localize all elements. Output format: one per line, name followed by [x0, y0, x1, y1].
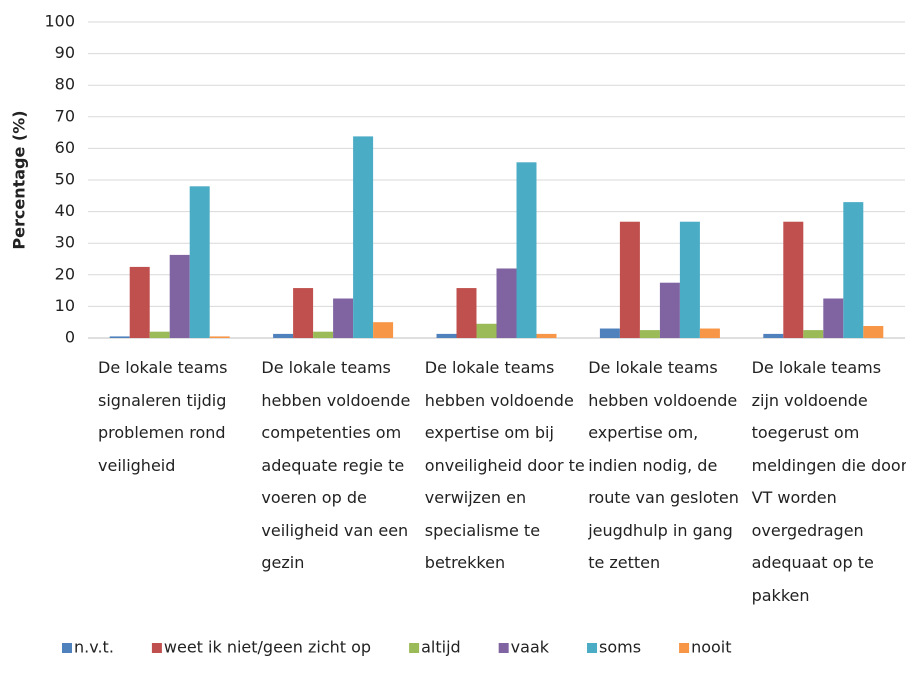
bar [189, 186, 210, 338]
x-tick-label: De lokale teams zijn voldoende toegerust… [751, 358, 906, 605]
legend-swatch [587, 643, 598, 653]
bar [536, 333, 557, 338]
bar [456, 288, 477, 338]
bar [129, 266, 150, 338]
bar [599, 328, 620, 338]
legend-label: nooit [691, 638, 731, 657]
y-tick-label: 90 [55, 43, 75, 62]
bar [679, 221, 700, 338]
x-tick-label: De lokale teams hebben voldoende experti… [588, 358, 739, 572]
legend-label: weet ik niet/geen zicht op [164, 638, 371, 657]
bar [803, 330, 824, 338]
bar [516, 162, 537, 338]
bar [313, 331, 334, 338]
bar [273, 333, 294, 338]
bar [293, 288, 314, 338]
bar [436, 333, 457, 338]
y-tick-label: 70 [55, 106, 75, 125]
bar [373, 322, 394, 338]
y-tick-label: 40 [55, 201, 75, 220]
y-tick-label: 30 [55, 233, 75, 252]
legend-swatch [151, 643, 162, 653]
legend-swatch [62, 643, 72, 653]
y-tick-label: 0 [65, 328, 75, 347]
y-tick-label: 50 [55, 170, 75, 189]
x-tick-label: De lokale teams hebben voldoende compete… [261, 358, 411, 572]
y-tick-label: 20 [55, 264, 75, 283]
bar [843, 202, 864, 338]
bar [353, 136, 374, 338]
bar [169, 254, 190, 338]
x-tick-label: De lokale teams signaleren tijdig proble… [98, 358, 228, 475]
y-tick-label: 10 [55, 296, 75, 315]
y-tick-label: 60 [55, 138, 75, 157]
legend-swatch [409, 643, 420, 653]
y-tick-label: 100 [44, 12, 75, 31]
bar [333, 298, 354, 338]
bar [619, 221, 640, 338]
bar [699, 328, 720, 338]
bar [639, 330, 660, 338]
legend-swatch [679, 643, 690, 653]
legend-label: altijd [421, 638, 461, 657]
bar [763, 333, 784, 338]
legend-label: n.v.t. [74, 638, 114, 657]
bar [109, 336, 130, 338]
y-tick-label: 80 [55, 75, 75, 94]
bar [496, 268, 517, 338]
bar [783, 221, 804, 338]
bar [863, 325, 884, 338]
bar [149, 331, 170, 338]
bar [659, 282, 680, 338]
x-tick-label: De lokale teams hebben voldoende experti… [424, 358, 585, 572]
bar [209, 336, 230, 338]
legend-swatch [498, 643, 509, 653]
y-axis-label: Percentage (%) [10, 110, 29, 249]
bar [476, 323, 497, 338]
bar [823, 298, 844, 338]
legend-label: vaak [511, 638, 550, 657]
legend-label: soms [599, 638, 641, 657]
